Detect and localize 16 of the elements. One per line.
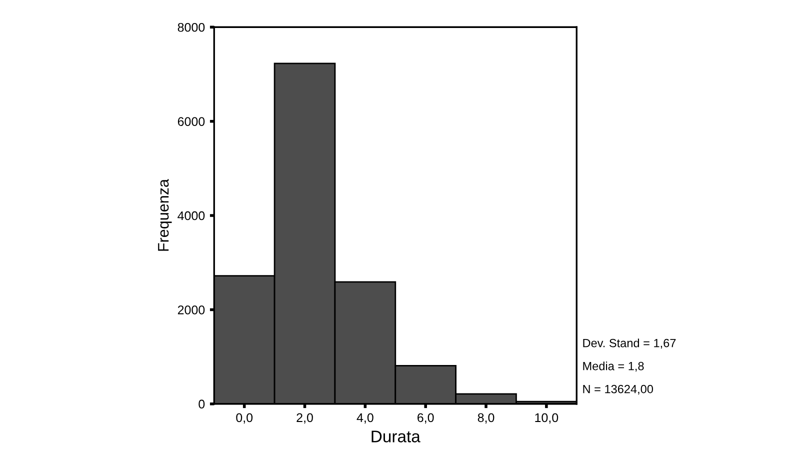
y-tick-label: 2000 bbox=[178, 305, 205, 314]
x-tick-label: 0,0 bbox=[236, 413, 253, 424]
y-tick-label: 0 bbox=[198, 400, 205, 409]
text: Media = 1,8 bbox=[583, 362, 644, 372]
x-axis-title: Durata bbox=[372, 430, 420, 442]
x-tick-label: 2,0 bbox=[296, 413, 313, 424]
x-tick-label: 8,0 bbox=[478, 413, 494, 424]
y-tick-label: 8000 bbox=[178, 22, 205, 32]
text: Dev. Stand = 1,67 bbox=[583, 338, 676, 349]
y-tick-label: 6000 bbox=[178, 117, 205, 126]
text: N = 13624,00 bbox=[583, 384, 654, 395]
x-tick-label: 10,0 bbox=[535, 413, 558, 424]
y-axis-title: Frequenza bbox=[158, 178, 172, 251]
x-tick-label: 4,0 bbox=[356, 413, 374, 424]
x-tick-label: 6,0 bbox=[418, 413, 434, 424]
y-tick-label: 4000 bbox=[178, 211, 205, 220]
